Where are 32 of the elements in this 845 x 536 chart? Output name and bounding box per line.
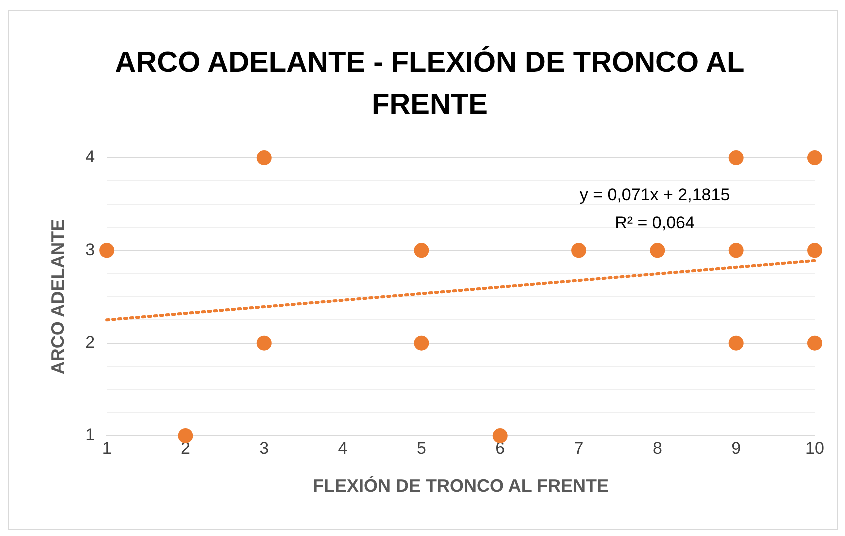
point (178, 428, 194, 444)
x-tick-label: 4 (338, 438, 348, 458)
point (100, 243, 115, 258)
point (728, 150, 744, 166)
x-tick-label: 1 (102, 438, 112, 458)
point (650, 243, 666, 258)
point (256, 150, 272, 166)
y-tick-label: 2 (86, 333, 96, 352)
point (728, 243, 744, 258)
x-axis-title: FLEXIÓN DE TRONCO AL FRENTE (313, 476, 610, 496)
point (728, 336, 744, 351)
y-tick-label: 4 (86, 148, 96, 167)
x-tick-label: 8 (652, 438, 662, 458)
x-tick-label: 9 (732, 438, 742, 458)
annotation: R² = 0,064 (615, 214, 695, 233)
y-axis-title: ARCO ADELANTE (48, 219, 68, 375)
point (572, 243, 587, 258)
x-tick-label: 5 (416, 438, 426, 458)
y-tick-label: 1 (86, 426, 96, 445)
point (808, 243, 822, 258)
point (808, 336, 822, 351)
annotation: y = 0,071x + 2,1815 (580, 186, 730, 205)
chart-title: ARCO ADELANTE - FLEXIÓN DE TRONCO AL FRENTE (114, 45, 746, 123)
point (414, 243, 430, 258)
point (492, 428, 508, 444)
x-tick-label: 3 (260, 438, 270, 458)
y-tick-label: 3 (86, 240, 96, 260)
point (256, 336, 272, 351)
point (808, 150, 822, 166)
x-tick-label: 7 (574, 438, 584, 458)
x-tick-label: 10 (806, 438, 824, 458)
point (414, 336, 430, 351)
